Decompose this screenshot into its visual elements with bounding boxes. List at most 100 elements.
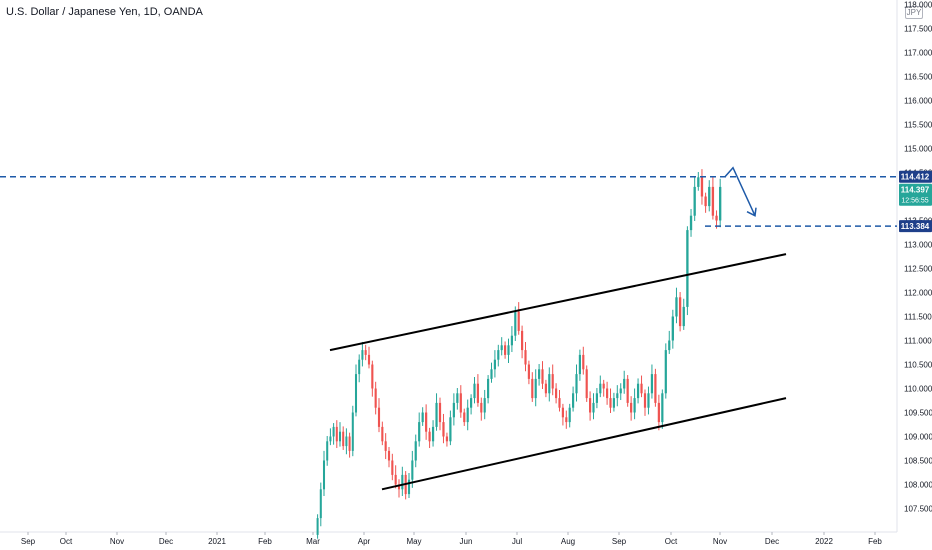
level-high-badge: 114.412	[901, 173, 930, 182]
candle-body	[555, 388, 558, 399]
candle-body	[524, 350, 527, 365]
candle-body	[354, 374, 358, 413]
candle-body	[391, 460, 394, 475]
x-tick-label: Apr	[358, 537, 371, 546]
x-tick-label: 2021	[208, 537, 226, 546]
candle-body	[693, 186, 696, 216]
candle-body	[616, 393, 619, 399]
y-tick-label: 117.000	[904, 49, 932, 58]
y-tick-label: 110.500	[904, 361, 932, 370]
candle-body	[397, 484, 401, 490]
candle-body	[463, 412, 466, 423]
candle-body	[527, 364, 530, 379]
candle-body	[345, 436, 348, 447]
candle-body	[558, 398, 561, 408]
candle-body	[384, 441, 387, 451]
candle-body	[332, 426, 335, 437]
candle-body	[609, 398, 612, 408]
x-tick-label: Sep	[21, 537, 36, 546]
y-tick-label: 111.500	[904, 313, 932, 322]
candle-body	[619, 388, 622, 394]
candle-body	[445, 436, 449, 442]
candle-body	[657, 402, 660, 423]
candle-body	[602, 383, 605, 389]
candle-body	[326, 441, 329, 461]
x-tick-label: Jun	[460, 537, 473, 546]
candle-body	[438, 402, 442, 423]
candle-body	[689, 215, 693, 231]
level-low-badge-bg	[899, 220, 932, 233]
candle-body	[664, 350, 667, 394]
channel-upper-line	[329, 253, 787, 352]
y-tick-label: 108.500	[904, 457, 932, 466]
candle-body	[636, 383, 640, 399]
candle-body	[582, 354, 585, 370]
currency-button[interactable]: JPY	[905, 6, 923, 19]
y-tick-label: 109.500	[904, 409, 932, 418]
candle-body	[561, 407, 564, 418]
candle-body	[466, 407, 469, 423]
candle-body	[517, 311, 520, 331]
candle-body	[431, 426, 435, 442]
candle-body	[606, 388, 609, 399]
y-tick-label: 110.000	[904, 385, 932, 394]
x-tick-label: Jul	[512, 537, 522, 546]
x-tick-label: Aug	[561, 537, 575, 546]
candle-body	[418, 422, 421, 442]
candle-body	[711, 186, 715, 216]
candle-body	[510, 335, 513, 346]
candle-body	[316, 518, 319, 535]
candle-body	[589, 398, 592, 413]
candle-body	[671, 316, 674, 341]
candle-body	[544, 383, 547, 394]
candle-body	[470, 398, 473, 408]
x-tick-label: Mar	[306, 537, 320, 546]
candle-body	[668, 340, 671, 351]
y-tick-label: 116.500	[904, 73, 932, 82]
candle-body	[490, 369, 493, 379]
candle-body	[338, 431, 342, 442]
y-tick-label: 111.000	[904, 337, 932, 346]
candle-body	[421, 412, 424, 423]
candle-body	[534, 378, 537, 399]
candle-body	[548, 374, 551, 394]
candle-body	[650, 374, 654, 394]
candle-body	[374, 388, 377, 408]
candle-body	[497, 350, 500, 360]
candle-body	[387, 450, 391, 461]
candle-body	[480, 402, 483, 413]
x-tick-label: Oct	[665, 537, 678, 546]
candle-body	[595, 393, 598, 403]
candle-body	[456, 393, 459, 403]
candle-body	[371, 364, 374, 389]
candle-body	[531, 378, 534, 399]
candle-body	[592, 402, 595, 413]
candle-body	[647, 393, 650, 408]
candle-body	[578, 354, 581, 375]
candle-body	[708, 186, 711, 207]
candle-body	[411, 460, 414, 480]
candle-body	[640, 383, 643, 394]
candle-body	[459, 393, 462, 413]
candle-body	[572, 393, 575, 408]
candle-body	[697, 177, 700, 187]
candle-body	[514, 311, 517, 336]
level-high-badge-bg	[899, 170, 932, 183]
candle-body	[435, 402, 438, 427]
x-tick-label: Dec	[159, 537, 173, 546]
candle-body	[473, 383, 476, 399]
projection-arrow-path	[724, 166, 756, 217]
candle-body	[541, 369, 544, 384]
x-tick-label: Oct	[60, 537, 73, 546]
y-tick-label: 112.500	[904, 265, 932, 274]
candle-body	[568, 407, 571, 423]
candle-body	[348, 436, 351, 451]
candle-body	[507, 345, 510, 355]
candle-body	[700, 177, 704, 197]
candle-body	[504, 345, 507, 355]
candle-body	[599, 383, 602, 394]
chart-title: U.S. Dollar / Japanese Yen, 1D, OANDA	[6, 6, 203, 18]
candle-body	[407, 479, 411, 495]
candle-body	[500, 345, 503, 351]
